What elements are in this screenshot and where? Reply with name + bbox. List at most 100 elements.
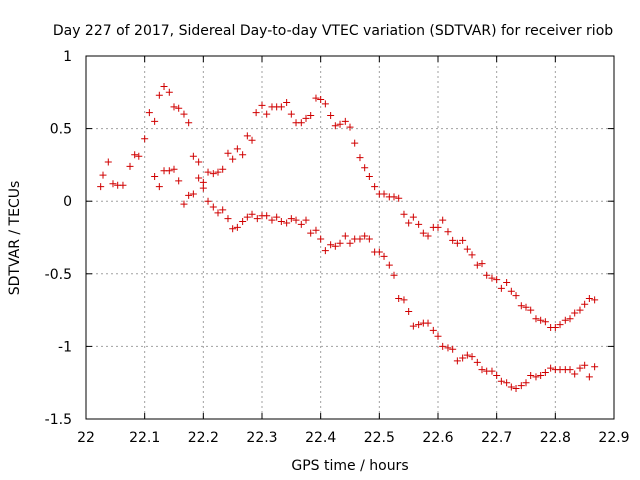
data-point [302, 216, 310, 224]
x-axis-tick-labels: 22 22.1 22.2 22.3 22.4 22.5 22.6 22.7 22.8 22.9 [77, 430, 630, 446]
data-point [248, 136, 256, 144]
data-point [541, 318, 549, 326]
data-point [361, 232, 369, 240]
data-point [346, 239, 354, 247]
data-point [390, 271, 398, 279]
data-point [243, 132, 251, 140]
data-point [537, 316, 545, 324]
data-point [571, 309, 579, 317]
data-point [317, 96, 325, 104]
data-point [229, 225, 237, 233]
data-point [576, 364, 584, 372]
data-point [341, 117, 349, 125]
data-point [468, 353, 476, 361]
data-point [145, 109, 153, 117]
data-point [312, 226, 320, 234]
data-point [385, 261, 393, 269]
data-point [307, 229, 315, 237]
data-point [405, 308, 413, 316]
data-point [375, 248, 383, 256]
data-point [463, 351, 471, 359]
x-tick-label: 22.3 [246, 430, 277, 446]
x-tick-label: 22.4 [305, 430, 336, 446]
data-point [434, 332, 442, 340]
data-point [109, 180, 117, 188]
data-point [141, 135, 149, 143]
data-point [199, 184, 207, 192]
data-point [327, 112, 335, 120]
data-point [327, 241, 335, 249]
data-point [434, 223, 442, 231]
data-point [444, 228, 452, 236]
grid-lines [86, 56, 614, 419]
data-point [551, 324, 559, 332]
data-point [541, 369, 549, 377]
data-point [512, 385, 520, 393]
data-point [180, 200, 188, 208]
chart-title: Day 227 of 2017, Sidereal Day-to-day VTE… [53, 23, 613, 39]
data-point [522, 303, 530, 311]
y-tick-label: 0 [63, 194, 72, 210]
data-point [97, 183, 105, 191]
data-point [165, 167, 173, 175]
data-point [233, 145, 241, 153]
data-point [170, 103, 178, 111]
data-point [478, 366, 486, 374]
data-point [175, 104, 183, 112]
x-tick-label: 22 [77, 430, 95, 446]
x-tick-label: 22.9 [598, 430, 629, 446]
data-point [119, 181, 127, 189]
data-point [180, 110, 188, 118]
data-point [229, 155, 237, 163]
data-point [104, 158, 112, 166]
data-point [204, 168, 212, 176]
data-point [356, 154, 364, 162]
data-point [273, 213, 281, 221]
data-point [302, 114, 310, 122]
data-point [155, 91, 163, 99]
data-point [248, 210, 256, 218]
data-point [131, 151, 139, 159]
data-point [99, 171, 107, 179]
data-point [214, 209, 222, 217]
data-point [591, 296, 599, 304]
data-point [233, 223, 241, 231]
data-point [209, 170, 217, 178]
data-point [287, 215, 295, 223]
data-point [473, 358, 481, 366]
series-track-lower [151, 165, 599, 393]
data-point [478, 260, 486, 268]
y-tick-label: 0.5 [50, 122, 72, 138]
data-point [527, 306, 535, 314]
data-point [424, 319, 432, 327]
x-axis-label: GPS time / hours [291, 458, 408, 474]
data-point [361, 164, 369, 172]
y-tick-label: -1 [58, 339, 72, 355]
data-point [453, 357, 461, 365]
data-point [449, 345, 457, 353]
data-point [400, 210, 408, 218]
data-point [243, 213, 251, 221]
data-point [219, 165, 227, 173]
data-point [488, 367, 496, 375]
data-point [297, 220, 305, 228]
data-point [390, 193, 398, 201]
data-point [444, 344, 452, 352]
data-point [493, 276, 501, 284]
data-point [214, 168, 222, 176]
data-point [283, 219, 291, 227]
data-point [547, 364, 555, 372]
data-point [189, 152, 197, 160]
y-axis-label: SDTVAR / TECUs [7, 181, 23, 296]
data-point [224, 149, 232, 157]
data-point [209, 203, 217, 211]
data-point [287, 110, 295, 118]
data-point [468, 251, 476, 259]
data-point [503, 279, 511, 287]
data-point [439, 216, 447, 224]
data-point [371, 183, 379, 191]
data-point [517, 302, 525, 310]
data-point [252, 109, 260, 117]
data-point [365, 235, 373, 243]
data-point [307, 112, 315, 120]
